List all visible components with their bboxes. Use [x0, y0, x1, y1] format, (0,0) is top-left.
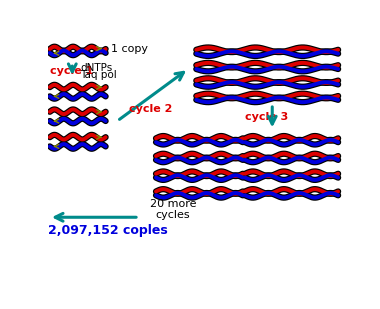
- Text: cycle 2: cycle 2: [129, 104, 172, 114]
- Text: 1 copy: 1 copy: [111, 44, 148, 54]
- Text: 20 more
cycles: 20 more cycles: [150, 199, 196, 220]
- Text: dNTPs: dNTPs: [80, 63, 112, 73]
- Text: cycle 3: cycle 3: [245, 112, 288, 122]
- Text: 2,097,152 coples: 2,097,152 coples: [48, 224, 168, 237]
- Text: cycle 1: cycle 1: [50, 66, 93, 76]
- Text: Taq pol: Taq pol: [80, 70, 117, 80]
